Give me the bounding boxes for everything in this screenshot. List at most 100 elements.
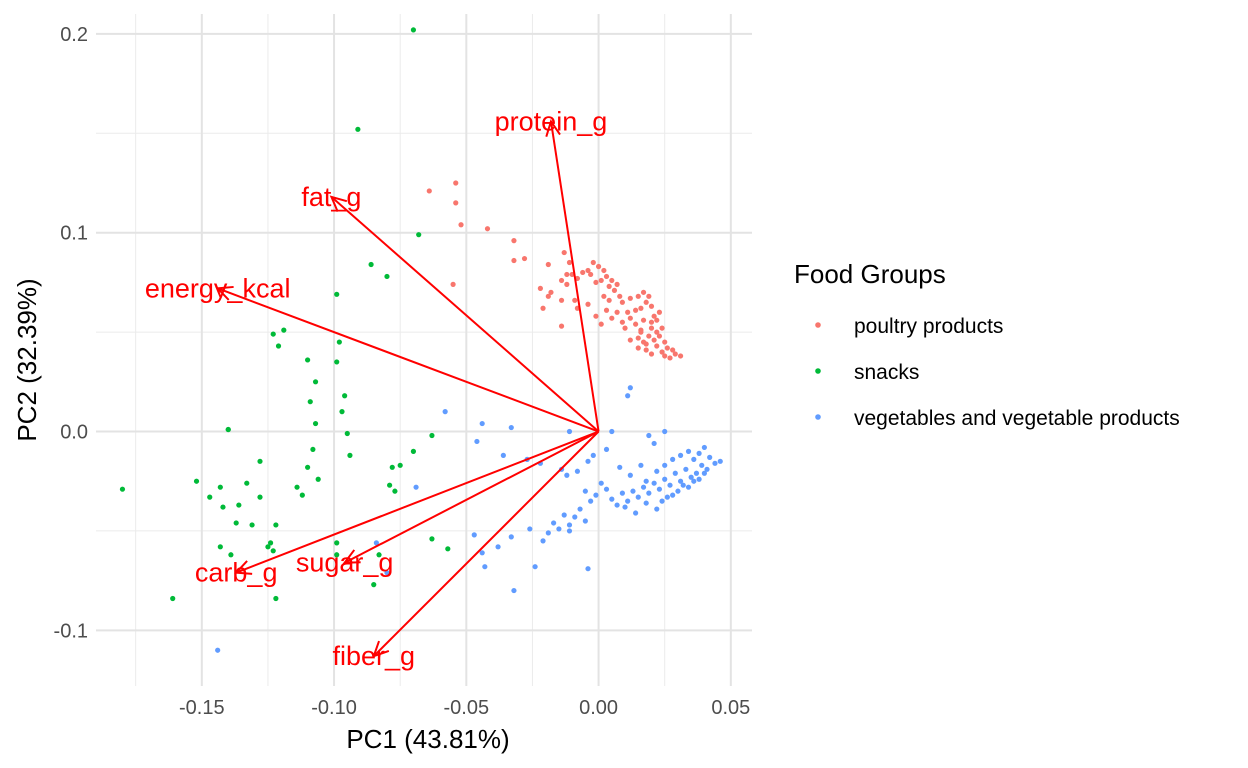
data-point: [548, 289, 554, 295]
data-point: [508, 534, 514, 540]
data-point: [558, 297, 565, 303]
loading-arrow-head: [215, 285, 234, 301]
data-point: [717, 458, 723, 464]
loading-label: protein_g: [495, 106, 608, 136]
data-point: [397, 462, 403, 468]
data-point: [656, 309, 663, 315]
data-point: [574, 468, 581, 474]
data-point: [540, 538, 546, 544]
data-point: [656, 333, 663, 339]
data-point: [442, 409, 448, 415]
data-point: [249, 522, 255, 528]
data-point: [654, 506, 660, 512]
loading-arrow-line: [549, 121, 600, 432]
data-point: [342, 393, 348, 399]
data-point: [614, 309, 620, 315]
data-point: [270, 331, 276, 337]
data-point: [585, 301, 591, 307]
data-point: [500, 452, 506, 458]
data-point: [598, 480, 604, 486]
data-point: [627, 295, 633, 301]
data-point: [572, 514, 578, 520]
data-point: [638, 462, 644, 468]
data-point: [662, 339, 668, 345]
data-point: [670, 492, 676, 498]
data-point: [582, 518, 588, 524]
data-point: [677, 452, 684, 458]
data-point: [670, 456, 676, 462]
data-point: [527, 526, 533, 532]
data-point: [693, 470, 700, 476]
data-point: [638, 327, 644, 333]
data-point: [648, 319, 655, 325]
data-point: [627, 472, 633, 478]
data-point: [334, 359, 340, 365]
data-point: [545, 261, 551, 268]
data-point: [635, 335, 641, 341]
data-point: [273, 595, 279, 602]
data-point: [312, 420, 319, 427]
data-point: [339, 409, 345, 415]
data-point: [633, 510, 639, 516]
data-point: [633, 307, 639, 313]
legend-label: snacks: [854, 361, 919, 384]
data-point: [511, 257, 517, 264]
data-point: [662, 428, 668, 435]
data-point: [371, 582, 377, 588]
data-point: [233, 520, 239, 526]
data-point: [445, 546, 451, 552]
data-point: [646, 293, 652, 299]
data-point: [305, 357, 311, 363]
data-point: [217, 484, 223, 490]
data-point: [387, 482, 393, 488]
data-point: [561, 512, 567, 518]
data-point: [577, 506, 583, 512]
loading-arrow-line: [344, 430, 600, 564]
data-point: [680, 482, 686, 488]
data-point: [426, 188, 432, 194]
data-point: [305, 464, 311, 470]
data-point: [609, 277, 615, 284]
data-point: [244, 480, 250, 486]
data-point: [471, 532, 477, 538]
data-point: [585, 267, 591, 274]
data-point: [294, 484, 300, 490]
y-tick-label: 0.0: [60, 422, 88, 444]
data-point: [474, 438, 480, 445]
data-point: [619, 299, 625, 305]
data-point: [593, 313, 599, 319]
data-point: [511, 587, 517, 594]
data-point: [651, 337, 657, 343]
data-point: [643, 500, 649, 506]
data-point: [651, 440, 657, 447]
data-point: [691, 456, 697, 462]
data-point: [630, 488, 636, 494]
data-point: [609, 428, 615, 435]
loading-arrow-line: [330, 196, 600, 433]
data-point: [392, 488, 398, 494]
data-point: [648, 325, 655, 331]
data-point: [561, 249, 567, 256]
data-point: [648, 303, 655, 309]
y-tick-label: 0.2: [60, 24, 88, 46]
data-point: [228, 552, 234, 558]
data-point: [495, 544, 501, 550]
data-point: [603, 307, 610, 313]
data-point: [675, 488, 681, 494]
data-point: [551, 520, 557, 526]
data-point: [691, 478, 697, 484]
data-point: [662, 353, 668, 359]
legend-entries: poultry products snacks vegetables and veg…: [815, 315, 1180, 430]
loading-arrow-line: [217, 287, 599, 433]
data-point: [640, 484, 647, 490]
loading-label: carb_g: [195, 558, 278, 588]
data-point: [590, 452, 596, 458]
data-point: [564, 472, 570, 478]
data-point: [585, 458, 591, 464]
data-point: [648, 351, 655, 357]
data-point: [609, 315, 615, 321]
data-point: [193, 478, 200, 484]
data-point: [685, 484, 692, 490]
data-point: [368, 261, 374, 268]
data-point: [384, 570, 390, 576]
